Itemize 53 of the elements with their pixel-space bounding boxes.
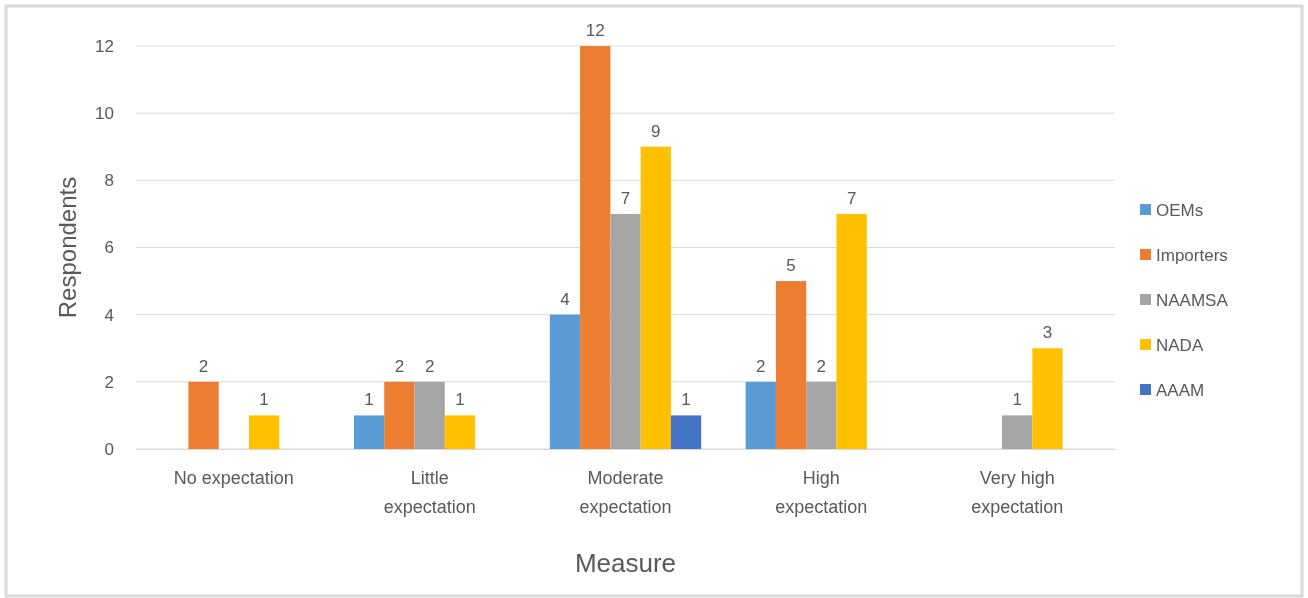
bar [670,415,702,449]
bar [444,415,476,449]
data-label: 1 [455,390,465,410]
bar [640,146,671,449]
data-label: 2 [756,356,766,376]
legend-label: AAAM [1156,380,1205,400]
x-tick-label: Little expectation [383,467,476,517]
bar [806,381,837,449]
x-tick-label: Moderate expectation [579,467,672,517]
legend-label: NADA [1156,335,1204,355]
bar [1002,415,1033,449]
data-label: 1 [364,390,374,410]
bar [188,381,219,449]
x-tick-label: Very high expectation [971,467,1064,517]
legend-label: NAAMSA [1156,290,1229,310]
bar [836,213,867,449]
x-axis-title: Measure [574,548,677,578]
data-label: 1 [681,390,691,410]
x-tick-label: High expectation [775,467,868,517]
data-label: 2 [198,356,209,376]
y-axis-title: Respondents [54,176,81,319]
data-label: 5 [786,256,796,276]
x-tick-label: No expectation [173,467,294,488]
data-label: 9 [651,121,661,141]
data-label: 4 [560,289,570,309]
bar [580,46,611,449]
bar [775,281,807,449]
y-tick-label: 6 [104,238,114,258]
y-tick-label: 4 [104,305,114,325]
y-tick-label: 0 [104,439,114,459]
data-label: 7 [620,188,631,208]
data-label: 1 [259,390,269,410]
y-tick-label: 2 [104,372,114,392]
bar [745,381,776,449]
bar [414,381,445,449]
legend-label: OEMs [1156,200,1204,220]
data-label: 2 [816,356,827,376]
bar [384,381,415,449]
data-label: 3 [1042,323,1053,343]
bar [353,415,385,449]
y-tick-label: 10 [95,104,114,124]
data-label: 1 [1012,390,1022,410]
bar [610,213,641,449]
y-tick-label: 8 [104,171,114,191]
bar [248,415,280,449]
data-label: 7 [846,188,857,208]
data-label: 2 [424,356,435,376]
data-label: 12 [585,21,605,40]
y-tick-label: 12 [95,36,114,56]
legend-label: Importers [1156,245,1228,265]
bar [549,314,581,449]
data-label: 2 [394,356,405,376]
bar [1032,348,1063,449]
